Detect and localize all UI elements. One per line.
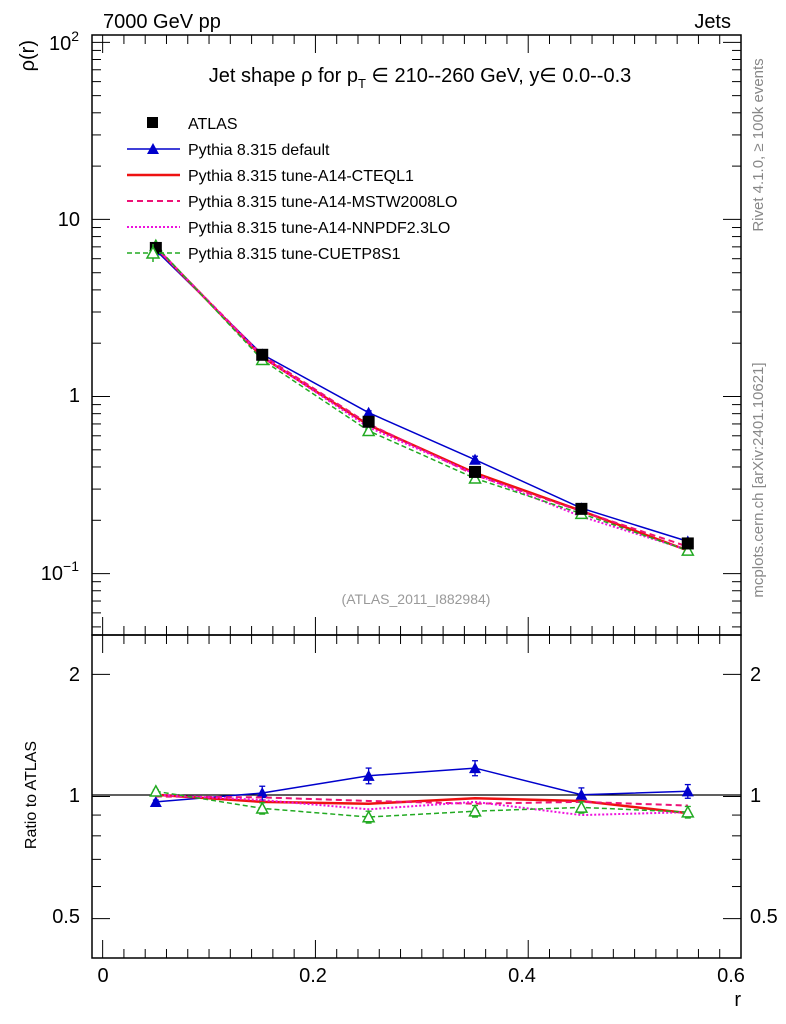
ratio-tick-label-2-right: 2 [750,664,761,686]
ratio-axis-ticks [92,635,742,959]
main-point-atlas [575,502,588,515]
main-point-atlas [362,415,375,428]
main-line-pythia-8-315-tune-a14-mstw2008lo [155,247,689,548]
main-line-pythia-8-315-tune-a14-cteql1 [154,246,689,552]
ratio-marker-pythia-8-315-tune-cuetp8s1 [681,805,695,818]
ratio-series-curves [149,760,695,824]
ratio-line-pythia-8-315-default [155,767,688,803]
x-tick-label-0.6: 0.6 [717,965,745,987]
main-marker-pythia-8-315-tune-cuetp8s1 [468,471,482,484]
legend-marker-cuetp8s1 [145,245,161,259]
main-marker-pythia-8-315-tune-cuetp8s1 [681,543,695,556]
main-line-pythia-8-315-tune-cuetp8s1 [155,245,689,552]
x-tick-label-0.4: 0.4 [508,965,536,987]
ratio-marker-pythia-8-315-tune-cuetp8s1 [149,784,163,797]
legend-label-cteql1: Pythia 8.315 tune-A14-CTEQL1 [188,168,414,185]
ratio-marker-pythia-8-315-default [256,787,269,799]
legend-entry-default: Pythia 8.315 default [127,142,330,159]
legend-entry-mstw2008lo: Pythia 8.315 tune-A14-MSTW2008LO [127,194,457,211]
main-line-pythia-8-315-default [155,249,689,543]
legend-label-default: Pythia 8.315 default [188,142,330,159]
main-point-atlas [681,537,694,550]
legend-entry-cteql1: Pythia 8.315 tune-A14-CTEQL1 [127,168,414,185]
legend-entry-nnpdf: Pythia 8.315 tune-A14-NNPDF2.3LO [127,220,450,237]
ratio-marker-pythia-8-315-tune-cuetp8s1 [468,804,482,817]
x-axis-label: r [734,989,741,1011]
ratio-tick-label-1: 1 [69,785,80,807]
main-point-atlas [469,465,482,478]
ratio-marker-pythia-8-315-tune-cuetp8s1 [361,809,376,823]
rivet-version-label: Rivet 4.1.0, ≥ 100k events [750,58,767,231]
ratio-marker-pythia-8-315-default [575,788,588,800]
chart-title: Jet shape ρ for pT ∈ 210--260 GeV, y∈ 0.… [209,65,632,91]
legend-entry-cuetp8s1: Pythia 8.315 tune-CUETP8S1 [127,244,401,263]
y-tick-label-100: 102 [49,28,79,55]
y-tick-label-0.1: 10−1 [41,558,79,585]
ratio-tick-label-1-right: 1 [750,785,761,807]
y-tick-label-1: 1 [69,385,80,407]
legend-marker-default [147,143,159,154]
category-label: Jets [694,11,731,33]
main-series-curves [149,238,695,556]
main-y-axis-label: ρ(r) [17,40,39,71]
legend-label-mstw2008lo: Pythia 8.315 tune-A14-MSTW2008LO [188,194,457,211]
legend-label-nnpdf: Pythia 8.315 tune-A14-NNPDF2.3LO [188,220,450,237]
main-point-atlas [256,348,269,361]
ratio-line-pythia-8-315-tune-cuetp8s1 [155,790,688,818]
ratio-y-tick-labels-left: 2 1 0.5 [52,664,80,928]
x-tick-label-0: 0 [97,965,108,987]
arxiv-label: mcplots.cern.ch [arXiv:2401.10621] [750,362,767,597]
x-tick-label-0.2: 0.2 [299,965,327,987]
main-panel: Jet shape ρ for pT ∈ 210--260 GeV, y∈ 0.… [17,28,742,636]
ratio-plot-frame [91,634,742,959]
main-line-pythia-8-315-tune-a14-nnpdf2-3lo [155,246,689,551]
ratio-y-tick-labels-right: 2 1 0.5 [750,664,778,928]
main-marker-pythia-8-315-default [469,453,482,465]
ratio-marker-pythia-8-315-default [362,769,375,781]
ratio-marker-pythia-8-315-default [681,785,694,797]
legend-entry-atlas: ATLAS [147,116,238,133]
ratio-tick-label-2: 2 [69,664,80,686]
legend-label-cuetp8s1: Pythia 8.315 tune-CUETP8S1 [188,246,401,263]
ratio-tick-label-0.5-right: 0.5 [750,906,778,928]
ratio-tick-label-0.5: 0.5 [52,906,80,928]
ratio-marker-pythia-8-315-default [469,762,482,774]
ratio-panel: Ratio to ATLAS r 2 1 0.5 2 1 0.5 0 0.2 0… [23,634,778,1011]
ratio-marker-pythia-8-315-default [149,795,162,807]
main-marker-pythia-8-315-tune-cuetp8s1 [361,423,376,437]
analysis-label: (ATLAS_2011_I882984) [342,591,491,607]
main-y-tick-labels: 102 10 1 10−1 [41,28,80,585]
legend-marker-atlas [147,117,158,128]
ratio-y-axis-label: Ratio to ATLAS [23,741,40,849]
ratio-line-pythia-8-315-tune-a14-nnpdf2-3lo [155,793,688,817]
legend-label-atlas: ATLAS [188,116,238,133]
legend: ATLAS Pythia 8.315 default Pythia 8.315 … [127,116,457,263]
main-marker-pythia-8-315-default [362,406,375,418]
ratio-marker-pythia-8-315-tune-cuetp8s1 [574,800,589,813]
x-tick-labels: 0 0.2 0.4 0.6 [97,965,744,987]
ratio-line-pythia-8-315-tune-a14-mstw2008lo [155,795,688,807]
energy-label: 7000 GeV pp [103,11,221,33]
y-tick-label-10: 10 [58,209,80,231]
main-axis-ticks [92,35,742,635]
ratio-marker-pythia-8-315-tune-cuetp8s1 [255,801,269,814]
